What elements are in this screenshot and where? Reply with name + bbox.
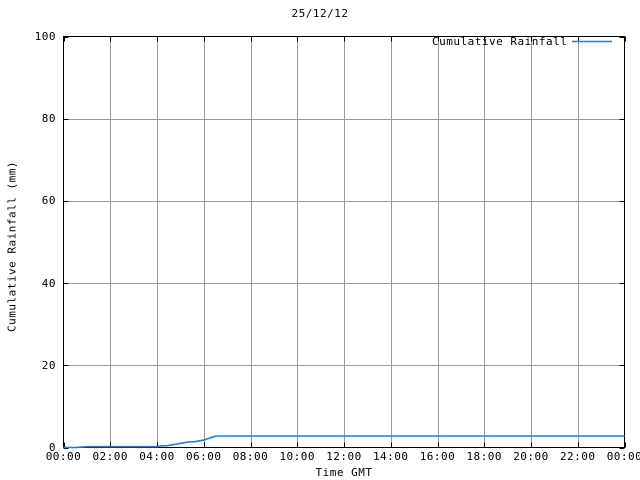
x-axis-tick-label: 08:00	[232, 450, 269, 463]
x-axis-tick-label: 00:00	[45, 450, 82, 463]
axis-ticks	[63, 36, 626, 449]
x-axis-tick-label: 12:00	[326, 450, 362, 463]
x-axis-tick-label: 16:00	[419, 450, 456, 463]
x-axis-tick-label: 20:00	[513, 450, 549, 463]
x-axis-tick-label: 00:00	[606, 450, 640, 463]
plot-frame	[63, 36, 625, 448]
y-axis-title: Cumulative Rainfall (mm)	[5, 161, 19, 332]
x-axis-tick-label: 18:00	[466, 450, 503, 463]
chart-title: 25/12/12	[291, 7, 349, 20]
x-axis-tick-label: 06:00	[185, 450, 222, 463]
y-axis-tick-label: 60	[41, 194, 56, 208]
x-axis-tick-label: 04:00	[139, 450, 175, 463]
legend-entry-label: Cumulative Rainfall	[432, 35, 568, 48]
y-axis-tick-labels: 0 20 40 60 80 100	[12, 0, 56, 480]
y-axis-tick-label: 20	[41, 358, 56, 372]
y-axis-tick-label: 100	[34, 30, 56, 43]
x-axis-tick-label: 22:00	[559, 450, 596, 463]
grid-lines	[63, 36, 625, 448]
x-axis-tick-label: 14:00	[372, 450, 409, 463]
x-axis-tick-label: 02:00	[92, 450, 129, 463]
y-axis-tick-label: 80	[41, 112, 56, 126]
series-line-cumulative-rainfall	[63, 435, 625, 449]
x-axis-tick-label: 10:00	[279, 450, 316, 463]
y-axis-tick-label: 0	[48, 441, 56, 454]
y-axis-tick-label: 40	[41, 276, 56, 290]
x-axis-title: Time GMT	[315, 466, 373, 479]
